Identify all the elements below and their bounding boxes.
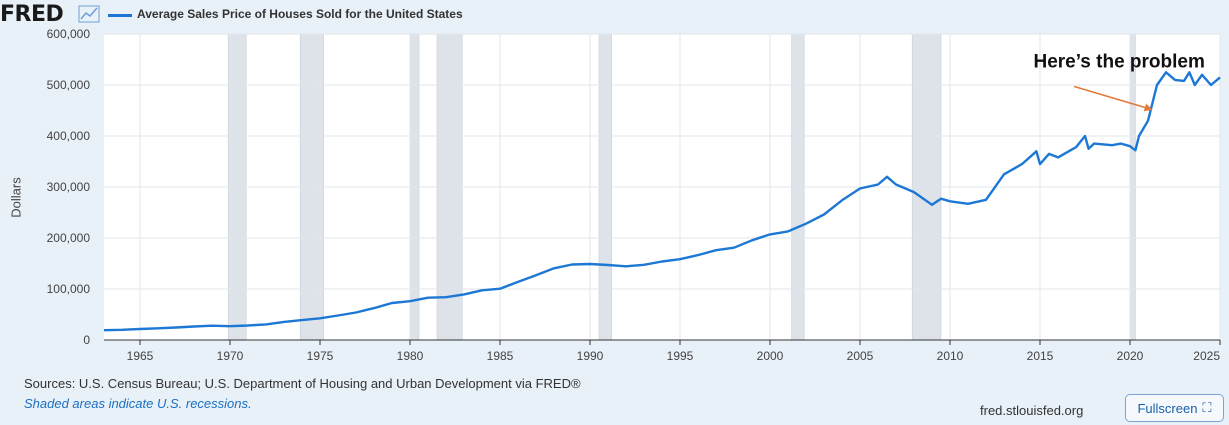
y-tick-label: 200,000 bbox=[47, 231, 91, 245]
x-tick-label: 1990 bbox=[577, 349, 604, 363]
y-tick-label: 100,000 bbox=[47, 282, 91, 296]
x-tick-label: 2020 bbox=[1117, 349, 1144, 363]
x-tick-label: 1980 bbox=[397, 349, 424, 363]
annotation-arrow bbox=[1073, 85, 1153, 112]
x-tick-label: 2025 bbox=[1193, 349, 1220, 363]
axes: 1965 1970 1975 1980 1985 1990 1995 2000 2005 2010… bbox=[47, 27, 1221, 363]
fullscreen-label: Fullscreen bbox=[1137, 400, 1198, 416]
y-tick-label: 500,000 bbox=[47, 78, 91, 92]
fullscreen-button[interactable]: Fullscreen ⛶ bbox=[1125, 394, 1224, 422]
chart-header: FRED Average Sales Price of Houses Sold … bbox=[0, 0, 1229, 30]
series-line bbox=[103, 71, 1221, 332]
grid-lines bbox=[104, 33, 1221, 341]
expand-icon: ⛶ bbox=[1202, 400, 1212, 415]
recession-note: Shaded areas indicate U.S. recessions. bbox=[24, 396, 252, 411]
x-tick-label: 1965 bbox=[127, 349, 154, 363]
y-axis-label: Dollars bbox=[8, 177, 24, 218]
y-tick-label: 0 bbox=[83, 333, 90, 347]
x-tick-label: 2000 bbox=[757, 349, 784, 363]
annotations: Here’s the problem bbox=[1033, 52, 1205, 112]
sources-note: Sources: U.S. Census Bureau; U.S. Depart… bbox=[24, 376, 581, 391]
y-tick-label: 400,000 bbox=[47, 129, 91, 143]
x-tick-label: 1975 bbox=[307, 349, 334, 363]
x-tick-label: 2010 bbox=[937, 349, 964, 363]
x-tick-label: 2015 bbox=[1027, 349, 1054, 363]
x-tick-label: 2005 bbox=[847, 349, 874, 363]
legend-series-swatch bbox=[108, 14, 132, 17]
series-layer bbox=[103, 71, 1221, 332]
site-url[interactable]: fred.stlouisfed.org bbox=[980, 403, 1084, 418]
line-chart-icon bbox=[78, 5, 100, 23]
x-tick-label: 1995 bbox=[667, 349, 694, 363]
annotation-label: Here’s the problem bbox=[1033, 52, 1204, 73]
x-tick-label: 1985 bbox=[487, 349, 514, 363]
x-tick-label: 1970 bbox=[217, 349, 244, 363]
chart-title: Average Sales Price of Houses Sold for t… bbox=[137, 7, 463, 21]
chart-plot: 1965 1970 1975 1980 1985 1990 1995 2000 2005 2010… bbox=[47, 27, 1221, 363]
fred-logo[interactable]: FRED bbox=[0, 2, 64, 27]
y-tick-label: 600,000 bbox=[47, 27, 91, 41]
y-tick-label: 300,000 bbox=[47, 180, 91, 194]
